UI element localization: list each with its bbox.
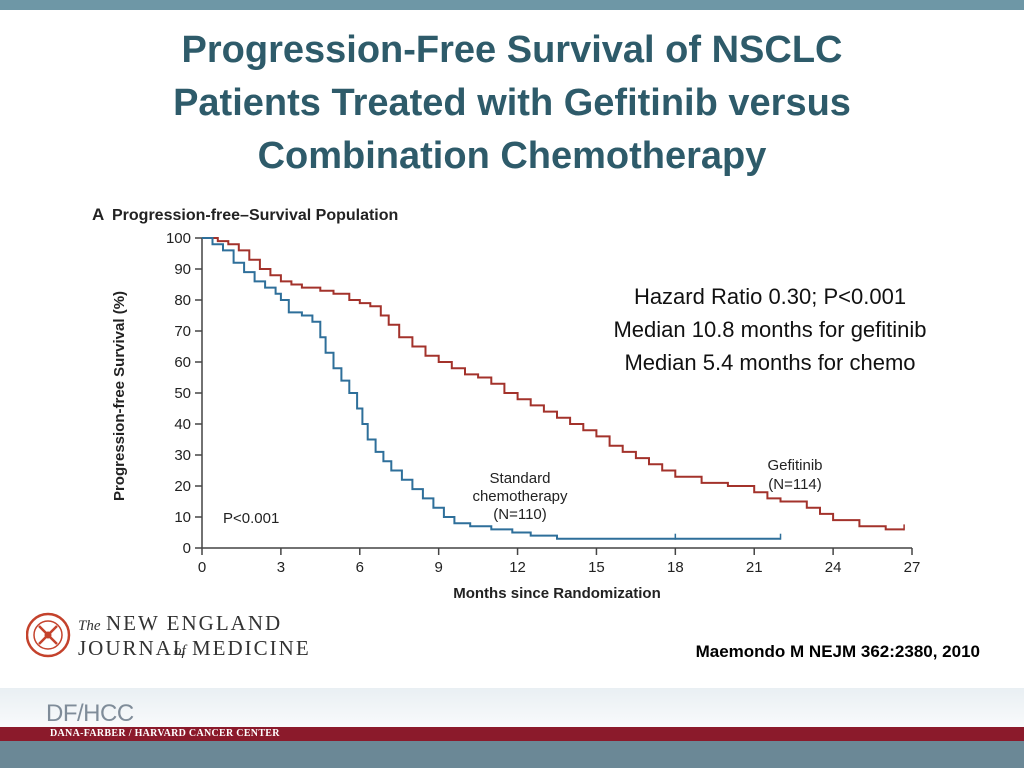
- slide-title-line: Patients Treated with Gefitinib versus: [173, 82, 851, 124]
- nejm-seal-icon: [26, 612, 71, 658]
- top-accent-bar: [0, 0, 1024, 10]
- panel-label: A: [92, 205, 104, 224]
- y-tick-label: 50: [174, 385, 191, 402]
- x-axis-label: Months since Randomization: [453, 585, 661, 602]
- x-tick-label: 12: [509, 559, 526, 576]
- nejm-medicine: MEDICINE: [192, 636, 311, 660]
- bottom-accent-bar: [0, 741, 1024, 768]
- footer-org-name: DANA-FARBER / HARVARD CANCER CENTER: [50, 728, 280, 739]
- x-tick-label: 27: [904, 559, 921, 576]
- x-tick-label: 24: [825, 559, 842, 576]
- chart-title: Progression-free–Survival Population: [112, 207, 398, 224]
- slide-title-line: Combination Chemotherapy: [257, 135, 767, 177]
- y-tick-label: 100: [166, 230, 191, 247]
- series-line-gefitinib: [202, 237, 905, 531]
- series-line-chemotherapy: [202, 237, 781, 540]
- x-tick-label: 15: [588, 559, 605, 576]
- x-ticks: 0 3 6 9 12 15 18 21 24 27: [198, 548, 921, 576]
- citation: Maemondo M NEJM 362:2380, 2010: [695, 642, 980, 661]
- x-tick-label: 6: [356, 559, 364, 576]
- y-tick-label: 70: [174, 323, 191, 340]
- chemo-label-line2: chemotherapy: [472, 488, 568, 505]
- x-tick-label: 3: [277, 559, 285, 576]
- slide-title: Progression-Free Survival of NSCLC Patie…: [60, 24, 964, 183]
- slide-title-line: Progression-Free Survival of NSCLC: [181, 29, 843, 71]
- y-tick-label: 40: [174, 416, 191, 433]
- nejm-line1: NEW ENGLAND: [106, 611, 282, 635]
- median-gefitinib-text: Median 10.8 months for gefitinib: [613, 317, 927, 342]
- p-value-annotation: P<0.001: [223, 510, 279, 527]
- hazard-ratio-text: Hazard Ratio 0.30; P<0.001: [633, 284, 907, 309]
- nejm-journal: JOURNAL: [78, 636, 188, 660]
- nejm-of: of: [174, 643, 188, 659]
- x-tick-label: 21: [746, 559, 763, 576]
- y-tick-label: 0: [183, 540, 191, 557]
- nejm-the: The: [78, 618, 101, 634]
- km-survival-chart: A Progression-free–Survival Population P…: [92, 205, 921, 602]
- y-tick-label: 20: [174, 478, 191, 495]
- y-ticks: 0 10 20 30 40 50 60 70 80 90 100: [166, 230, 202, 557]
- y-tick-label: 30: [174, 447, 191, 464]
- gefitinib-label-line2: (N=114): [768, 476, 822, 493]
- x-tick-label: 0: [198, 559, 206, 576]
- y-tick-label: 60: [174, 354, 191, 371]
- dfhcc-logo: DF/HCC: [46, 700, 134, 727]
- stats-summary: Hazard Ratio 0.30; P<0.001 Median 10.8 m…: [540, 280, 1000, 379]
- nejm-logo: The NEW ENGLAND JOURNAL of MEDICINE: [26, 611, 311, 660]
- y-tick-label: 90: [174, 261, 191, 278]
- chemo-label-line1: Standard: [490, 470, 551, 487]
- chemo-label-line3: (N=110): [493, 506, 547, 523]
- y-axis-label: Progression-free Survival (%): [111, 291, 128, 501]
- survival-curves: [202, 237, 905, 540]
- gefitinib-label-line1: Gefitinib: [767, 457, 822, 474]
- y-tick-label: 10: [174, 509, 191, 526]
- footer-strip: [0, 727, 1024, 741]
- median-chemo-text: Median 5.4 months for chemo: [624, 350, 916, 375]
- x-tick-label: 18: [667, 559, 684, 576]
- x-tick-label: 9: [434, 559, 442, 576]
- y-tick-label: 80: [174, 292, 191, 309]
